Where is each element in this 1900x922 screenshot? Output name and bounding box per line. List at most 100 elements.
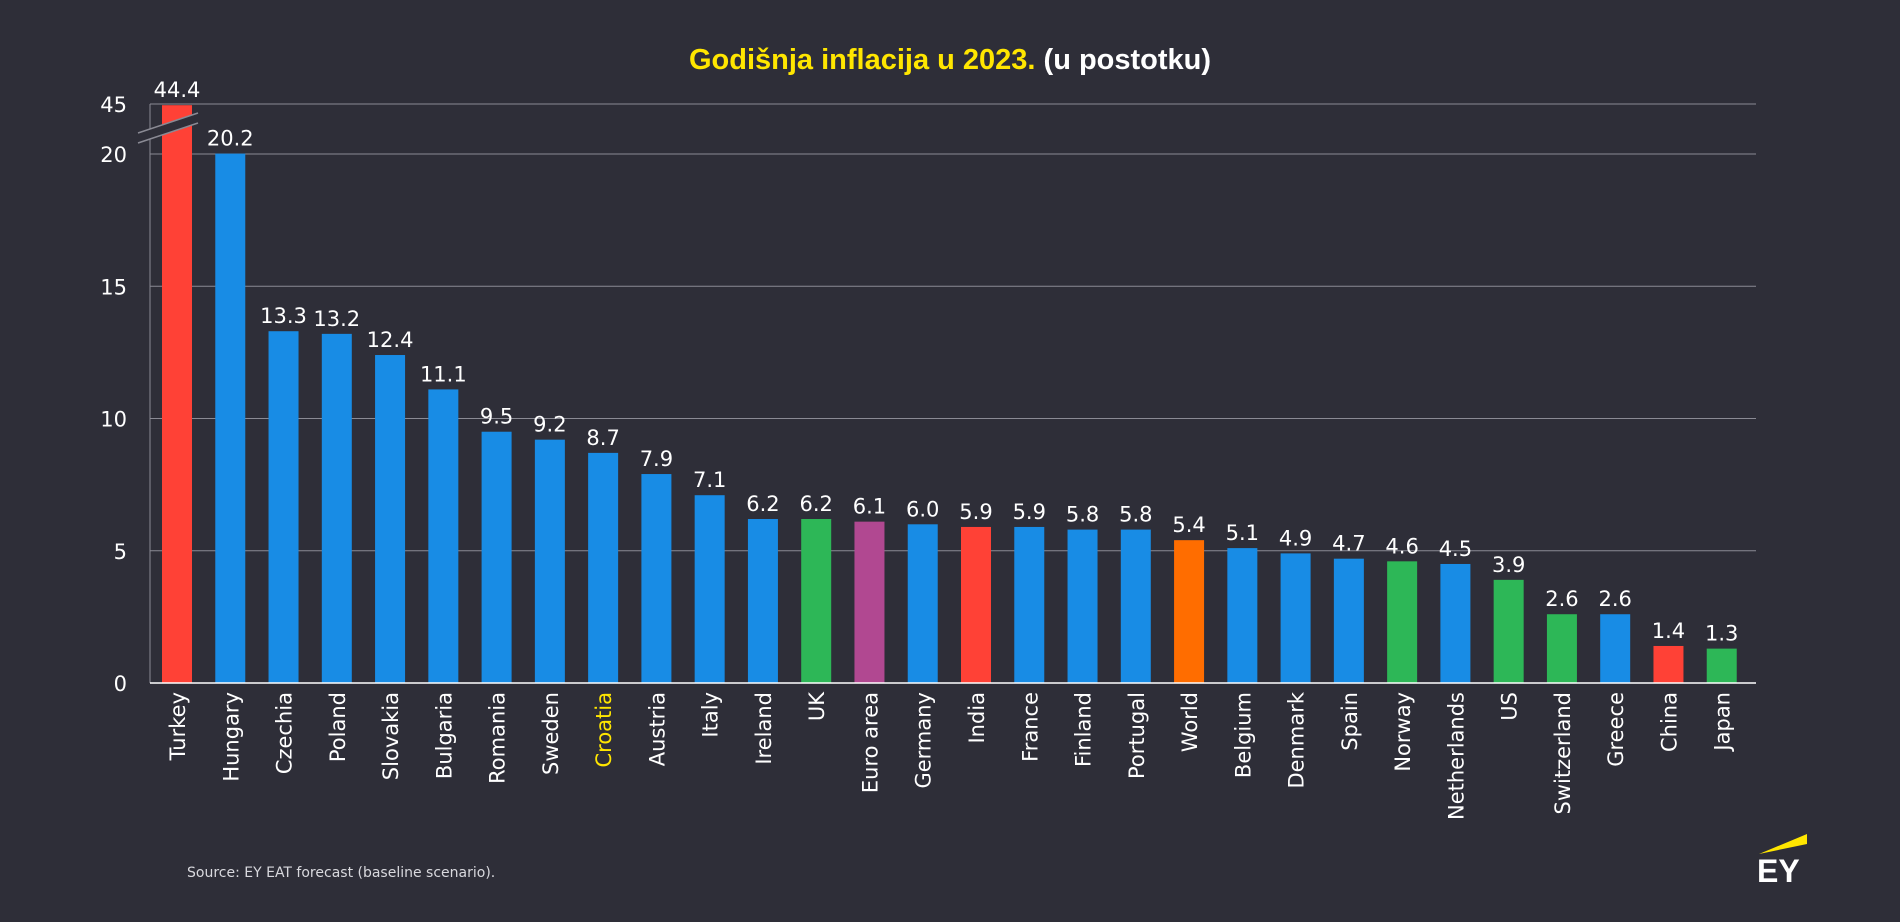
data-label: 13.2: [313, 307, 360, 331]
x-tick-label: Belgium: [1231, 692, 1255, 778]
chart-title: Godišnja inflacija u 2023. (u postotku): [0, 44, 1900, 77]
ey-logo-text: EY: [1757, 853, 1800, 887]
bar: [215, 153, 246, 684]
x-tick-label: Finland: [1072, 692, 1096, 767]
bar: [1493, 579, 1524, 683]
data-label: 4.6: [1385, 534, 1418, 558]
bar: [1280, 553, 1311, 683]
data-label: 7.1: [693, 468, 726, 492]
data-label: 11.1: [420, 362, 467, 386]
data-label: 20.2: [207, 127, 254, 151]
data-label: 5.9: [959, 500, 992, 524]
axis-break-gap: [138, 113, 198, 143]
bar: [854, 521, 885, 683]
bar: [588, 452, 619, 683]
x-tick-label: Croatia: [592, 692, 616, 768]
y-tick-label: 20: [100, 143, 127, 167]
x-tick-label: Denmark: [1285, 691, 1309, 788]
bar: [1706, 648, 1737, 683]
x-tick-label: India: [965, 692, 989, 744]
bar: [321, 333, 352, 683]
data-label: 8.7: [586, 426, 619, 450]
bar: [1174, 540, 1205, 683]
x-tick-label: Austria: [645, 692, 669, 766]
x-tick-label: Turkey: [166, 692, 190, 761]
data-label: 5.9: [1013, 500, 1046, 524]
y-tick-label: 45: [100, 93, 127, 117]
x-tick-label: World: [1178, 692, 1202, 752]
source-note: Source: EY EAT forecast (baseline scenar…: [187, 865, 496, 881]
y-tick-label: 5: [114, 540, 127, 564]
data-label: 6.2: [799, 492, 832, 516]
chart-subtitle: (u postotku): [1043, 44, 1212, 76]
x-tick-label: US: [1498, 692, 1522, 721]
ey-logo: EY: [1757, 834, 1807, 887]
data-label: 9.5: [480, 405, 513, 429]
bar: [1014, 526, 1045, 683]
x-tick-label: Portugal: [1125, 692, 1149, 779]
x-tick-label: Poland: [326, 692, 350, 762]
data-label: 44.4: [154, 78, 201, 102]
data-label: 6.1: [853, 495, 886, 519]
data-label: 13.3: [260, 304, 307, 328]
bar: [162, 105, 192, 683]
x-tick-label: Bulgaria: [432, 692, 456, 779]
bar: [1227, 548, 1258, 683]
data-label: 3.9: [1492, 553, 1525, 577]
data-label: 6.2: [746, 492, 779, 516]
data-label: 5.1: [1226, 521, 1259, 545]
x-tick-label: Sweden: [539, 692, 563, 775]
data-label: 9.2: [533, 413, 566, 437]
bar: [961, 526, 991, 683]
data-label: 6.0: [906, 497, 939, 521]
bar: [1600, 614, 1631, 683]
data-label: 4.9: [1279, 526, 1312, 550]
y-tick-label: 10: [100, 408, 127, 432]
x-tick-label: Switzerland: [1551, 692, 1575, 815]
data-label: 1.4: [1652, 619, 1685, 643]
bar: [428, 389, 459, 683]
bar: [694, 495, 725, 683]
x-tick-label: Hungary: [219, 692, 243, 782]
bar: [1333, 558, 1364, 683]
x-tick-label: Czechia: [273, 692, 297, 774]
chart-title-main: Godišnja inflacija u 2023.: [688, 44, 1036, 76]
data-label: 5.8: [1066, 503, 1099, 527]
x-tick-label: Ireland: [752, 692, 776, 765]
bar: [534, 439, 565, 683]
y-tick-label: 0: [114, 672, 127, 696]
bar: [481, 431, 512, 683]
x-tick-label: Germany: [912, 692, 936, 789]
bar: [268, 331, 299, 683]
data-label: 2.6: [1545, 587, 1578, 611]
bar: [641, 474, 672, 683]
data-label: 12.4: [367, 328, 414, 352]
x-tick-label: Romania: [486, 692, 510, 784]
x-tick-label: Netherlands: [1444, 692, 1468, 820]
data-label: 4.5: [1439, 537, 1472, 561]
x-tick-label: Japan: [1711, 692, 1735, 753]
x-tick-label: Italy: [699, 692, 723, 738]
bar: [1546, 614, 1577, 683]
bar: [747, 519, 778, 683]
x-tick-label: Greece: [1604, 692, 1628, 767]
axis-break-line: [137, 112, 199, 134]
bar: [1120, 529, 1151, 683]
x-tick-label: Euro area: [858, 692, 882, 793]
data-label: 5.8: [1119, 503, 1152, 527]
bar: [375, 355, 406, 683]
bar: [1067, 529, 1098, 683]
bar: [801, 519, 832, 683]
axis-break-line: [137, 122, 199, 144]
data-label: 4.7: [1332, 532, 1365, 556]
bar: [1653, 645, 1684, 683]
bar: [907, 524, 938, 683]
x-tick-label: UK: [805, 691, 829, 721]
x-tick-label: China: [1657, 692, 1681, 752]
x-tick-label: France: [1018, 692, 1042, 762]
data-label: 5.4: [1172, 513, 1205, 537]
y-tick-label: 15: [100, 275, 127, 299]
bar: [1387, 561, 1418, 683]
